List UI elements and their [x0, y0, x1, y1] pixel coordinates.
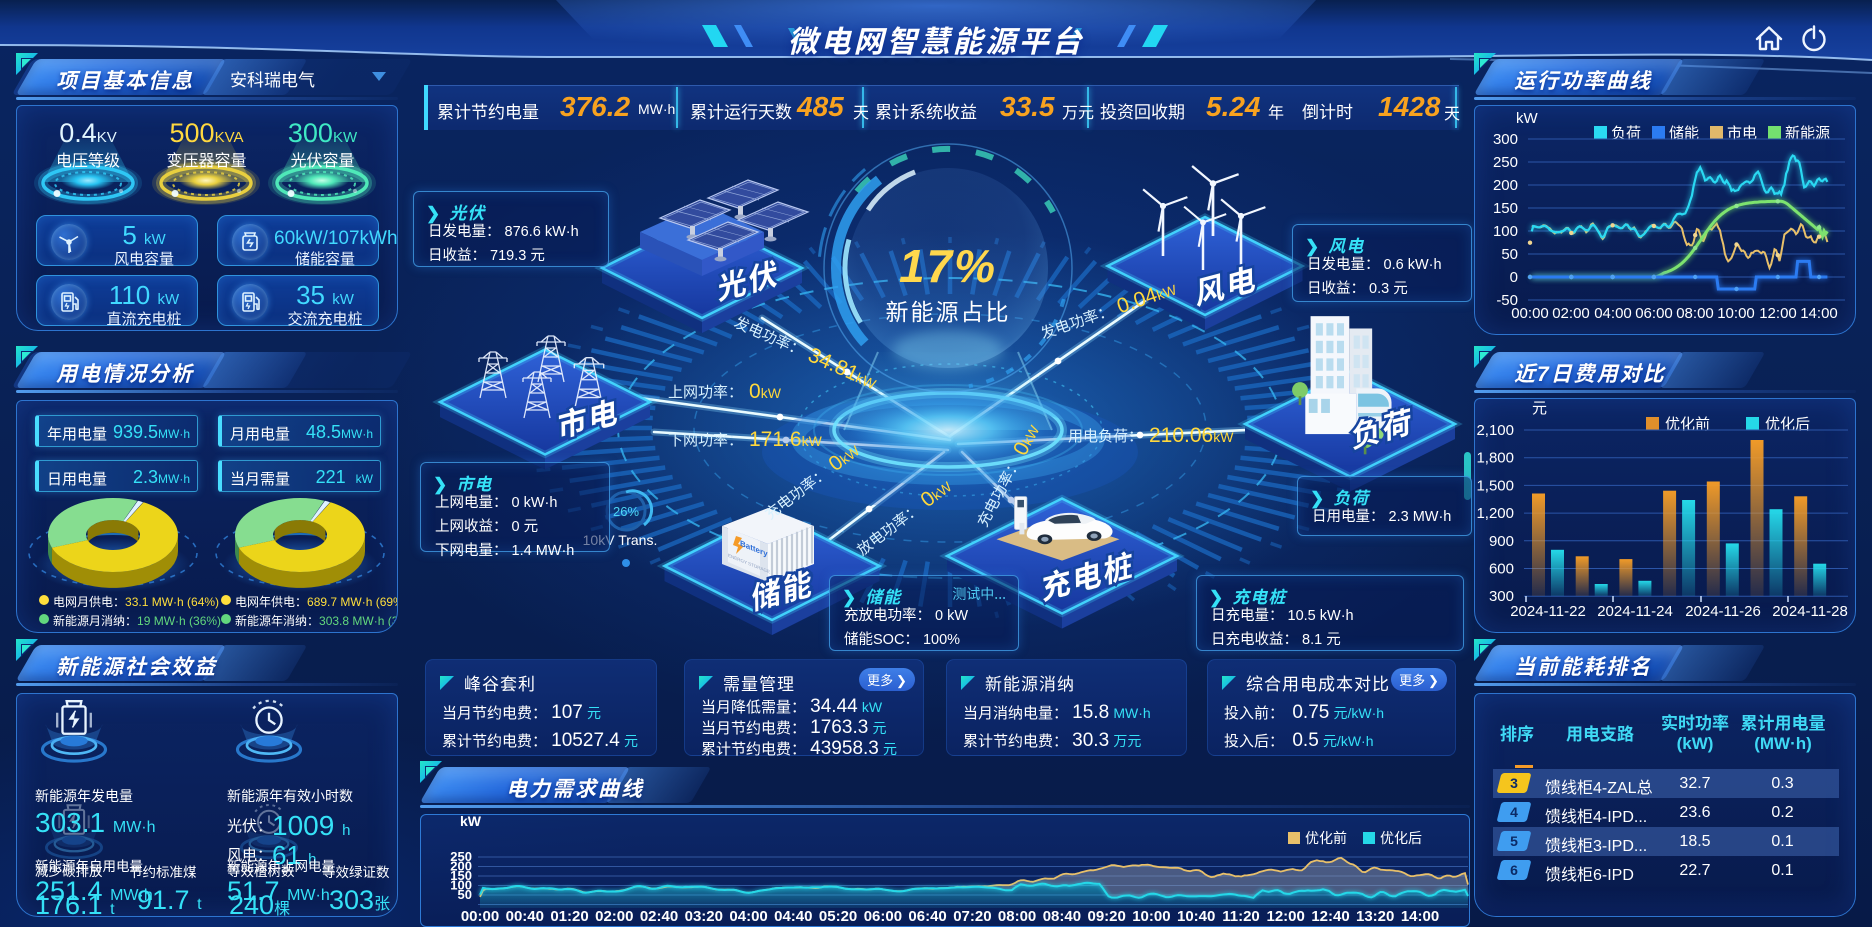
- svg-text:07:20: 07:20: [953, 908, 991, 925]
- svg-text:10:00: 10:00: [1132, 908, 1170, 925]
- svg-text:用电负荷：: 用电负荷：: [1068, 425, 1143, 446]
- svg-text:300: 300: [1489, 588, 1514, 605]
- svg-text:08:00: 08:00: [1676, 305, 1714, 322]
- svg-text:150: 150: [450, 868, 472, 883]
- svg-text:2024-11-28: 2024-11-28: [1772, 603, 1848, 620]
- svg-text:2024-11-22: 2024-11-22: [1510, 603, 1586, 620]
- svg-text:08:40: 08:40: [1043, 908, 1081, 925]
- svg-text:kW: kW: [1516, 110, 1539, 127]
- svg-text:14:00: 14:00: [1401, 908, 1439, 925]
- svg-text:0: 0: [1510, 269, 1518, 286]
- svg-text:06:40: 06:40: [908, 908, 946, 925]
- svg-text:上网功率：: 上网功率：: [668, 381, 743, 402]
- svg-text:元: 元: [1532, 398, 1547, 418]
- svg-text:900: 900: [1489, 533, 1514, 550]
- svg-text:06:00: 06:00: [1635, 305, 1673, 322]
- svg-text:150: 150: [1493, 200, 1518, 217]
- svg-text:12:00: 12:00: [1759, 305, 1797, 322]
- svg-text:100: 100: [1493, 223, 1518, 240]
- svg-text:200: 200: [1493, 177, 1518, 194]
- svg-text:2024-11-24: 2024-11-24: [1597, 603, 1673, 620]
- svg-text:0kW: 0kW: [749, 380, 782, 403]
- svg-text:1,800: 1,800: [1476, 450, 1514, 467]
- svg-text:市电: 市电: [1727, 125, 1757, 142]
- svg-text:300: 300: [1493, 131, 1518, 148]
- svg-text:14:00: 14:00: [1800, 305, 1838, 322]
- svg-text:200: 200: [450, 859, 472, 874]
- svg-text:10:40: 10:40: [1177, 908, 1215, 925]
- svg-text:10:00: 10:00: [1717, 305, 1755, 322]
- svg-text:00:40: 00:40: [506, 908, 544, 925]
- svg-text:02:40: 02:40: [640, 908, 678, 925]
- svg-text:优化后: 优化后: [1380, 830, 1422, 846]
- svg-text:下网功率：: 下网功率：: [668, 429, 743, 450]
- svg-text:03:20: 03:20: [685, 908, 723, 925]
- svg-text:负荷: 负荷: [1611, 125, 1641, 142]
- svg-text:04:00: 04:00: [729, 908, 767, 925]
- svg-text:50: 50: [458, 887, 472, 902]
- svg-text:优化前: 优化前: [1665, 413, 1710, 434]
- svg-text:04:40: 04:40: [774, 908, 812, 925]
- svg-text:00:00: 00:00: [1511, 305, 1549, 322]
- svg-text:05:20: 05:20: [819, 908, 857, 925]
- svg-text:210.06kW: 210.06kW: [1149, 424, 1234, 447]
- svg-text:250: 250: [450, 849, 472, 864]
- svg-text:171.6kW: 171.6kW: [749, 428, 823, 451]
- svg-text:100: 100: [450, 878, 472, 893]
- svg-text:kW: kW: [460, 814, 482, 829]
- svg-text:优化后: 优化后: [1765, 413, 1810, 434]
- svg-text:1,500: 1,500: [1476, 477, 1514, 494]
- svg-text:06:00: 06:00: [864, 908, 902, 925]
- svg-text:储能: 储能: [1669, 125, 1699, 142]
- svg-text:13:20: 13:20: [1356, 908, 1394, 925]
- svg-text:12:00: 12:00: [1267, 908, 1305, 925]
- svg-text:1,200: 1,200: [1476, 505, 1514, 522]
- svg-text:优化前: 优化前: [1305, 830, 1347, 846]
- svg-text:04:00: 04:00: [1594, 305, 1632, 322]
- svg-text:26%: 26%: [613, 504, 639, 519]
- svg-text:-50: -50: [1496, 292, 1518, 309]
- svg-text:02:00: 02:00: [595, 908, 633, 925]
- svg-text:2024-11-26: 2024-11-26: [1685, 603, 1761, 620]
- svg-text:11:20: 11:20: [1222, 908, 1260, 925]
- svg-text:00:00: 00:00: [461, 908, 499, 925]
- svg-text:09:20: 09:20: [1088, 908, 1126, 925]
- svg-text:250: 250: [1493, 154, 1518, 171]
- svg-text:新能源: 新能源: [1785, 125, 1830, 142]
- svg-text:600: 600: [1489, 561, 1514, 578]
- svg-text:08:00: 08:00: [998, 908, 1036, 925]
- svg-text:12:40: 12:40: [1311, 908, 1349, 925]
- svg-text:新能源占比: 新能源占比: [886, 299, 1011, 325]
- svg-text:01:20: 01:20: [550, 908, 588, 925]
- svg-text:02:00: 02:00: [1552, 305, 1590, 322]
- svg-text:2,100: 2,100: [1476, 422, 1514, 439]
- svg-text:17%: 17%: [899, 240, 997, 292]
- svg-text:50: 50: [1501, 246, 1518, 263]
